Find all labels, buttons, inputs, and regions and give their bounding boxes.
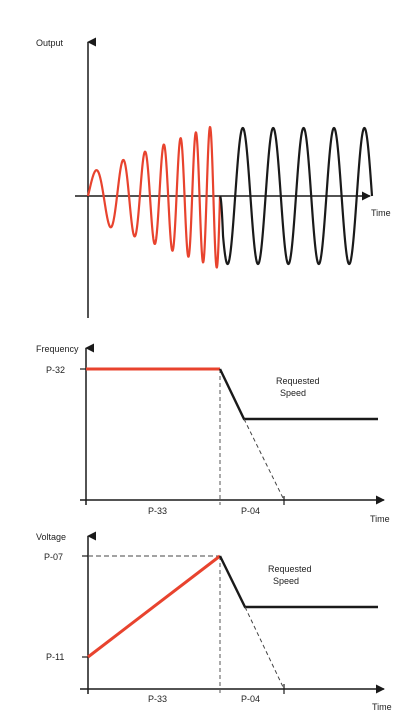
output-y-label: Output (36, 38, 64, 48)
frequency-y-label: Frequency (36, 344, 79, 354)
frequency-annotation-line1: Requested (276, 376, 320, 386)
voltage-ramp-line (87, 554, 221, 659)
output-plot: Output Time (36, 37, 391, 318)
frequency-plot: Frequency Time P-32 P-33 P-04 Requested … (36, 343, 390, 524)
ramp-waveform (86, 125, 222, 269)
steady-waveform (219, 126, 374, 266)
voltage-annotation-line2: Speed (273, 576, 299, 586)
voltage-segment-p04: P-04 (241, 694, 260, 704)
voltage-y-tick-p11: P-11 (46, 652, 64, 662)
voltage-plot: Voltage Time P-07 P-11 P-33 P-04 Request… (36, 531, 392, 712)
frequency-segment-p33: P-33 (148, 506, 167, 516)
frequency-x-label: Time (370, 514, 390, 524)
voltage-annotation-line1: Requested (268, 564, 312, 574)
frequency-segment-p04: P-04 (241, 506, 260, 516)
voltage-y-label: Voltage (36, 532, 66, 542)
output-x-label: Time (371, 208, 391, 218)
voltage-segment-p33: P-33 (148, 694, 167, 704)
frequency-decel-extension (243, 418, 285, 501)
voltage-y-tick-p07: P-07 (44, 552, 63, 562)
voltage-x-label: Time (372, 702, 392, 712)
frequency-annotation-line2: Speed (280, 388, 306, 398)
voltage-decel-extension (244, 606, 285, 690)
frequency-y-tick-p32: P-32 (46, 365, 65, 375)
